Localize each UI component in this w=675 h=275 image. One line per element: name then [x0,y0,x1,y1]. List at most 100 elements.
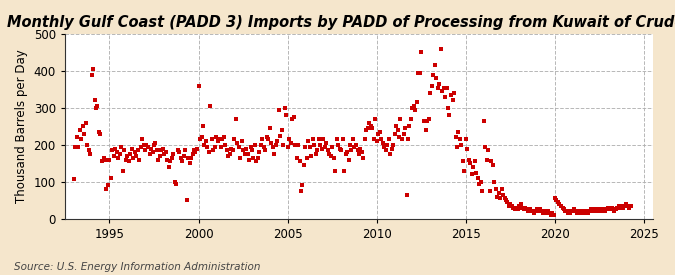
Point [92,104,103,108]
Point [621,202,632,206]
Point [104,157,115,162]
Point [468,165,479,169]
Point [496,187,507,191]
Point [460,137,471,141]
Point [82,143,92,147]
Point [539,209,550,213]
Point [134,157,144,162]
Point [190,150,201,154]
Point [256,143,267,147]
Point [443,106,454,110]
Point [479,119,489,123]
Point [471,170,482,175]
Point [174,150,185,154]
Point [309,143,320,147]
Point [542,209,553,213]
Point [169,180,180,184]
Point [402,137,413,141]
Point [625,204,636,208]
Point [462,146,472,151]
Point [159,152,169,156]
Point [286,141,296,145]
Point [181,198,192,202]
Point [392,128,403,132]
Point [495,196,506,200]
Point [516,202,526,206]
Point [242,152,253,156]
Point [491,194,502,199]
Point [569,207,580,212]
Point [227,148,238,153]
Point [510,207,520,212]
Point [575,209,586,213]
Point [297,183,308,188]
Point [215,144,226,149]
Point [558,207,569,212]
Point [83,148,94,153]
Point [375,130,385,134]
Point [101,187,112,191]
Point [501,198,512,202]
Point [429,63,440,68]
Point [259,144,269,149]
Point [580,209,591,213]
Point [579,211,590,215]
Point [207,137,217,141]
Point [622,204,633,208]
Point [566,209,577,213]
Point [535,207,545,212]
Point [466,172,477,177]
Point [99,157,110,162]
Point [548,213,559,217]
Point [205,104,216,108]
Point [522,207,533,212]
Point [290,143,300,147]
Point [391,124,402,128]
Point [601,207,612,212]
Point [312,148,323,153]
Point [459,169,470,173]
Point [529,211,539,215]
Point [425,91,435,95]
Point [171,182,182,186]
Point [444,113,455,117]
Point [279,106,290,110]
Point [213,139,223,143]
Point [554,202,565,206]
Point [333,143,344,147]
Point [250,143,261,147]
Point [379,144,389,149]
Point [395,117,406,121]
Point [606,205,617,210]
Point [193,84,204,88]
Point [394,135,404,140]
Point [142,144,153,149]
Point [356,150,367,154]
Point [269,152,279,156]
Point [489,180,500,184]
Point [603,205,614,210]
Point [421,128,431,132]
Point [246,148,257,153]
Point [585,207,596,212]
Point [178,154,189,158]
Point [282,144,293,149]
Point [110,146,121,151]
Point [105,176,116,180]
Point [428,72,439,77]
Point [315,143,325,147]
Point [493,191,504,195]
Point [292,143,303,147]
Point [261,135,272,140]
Point [414,71,425,75]
Point [94,130,105,134]
Point [244,157,254,162]
Point [458,159,468,164]
Point [287,117,298,121]
Point [450,135,461,140]
Point [340,152,351,156]
Point [128,156,138,160]
Point [398,131,409,136]
Point [317,146,327,151]
Point [484,189,495,193]
